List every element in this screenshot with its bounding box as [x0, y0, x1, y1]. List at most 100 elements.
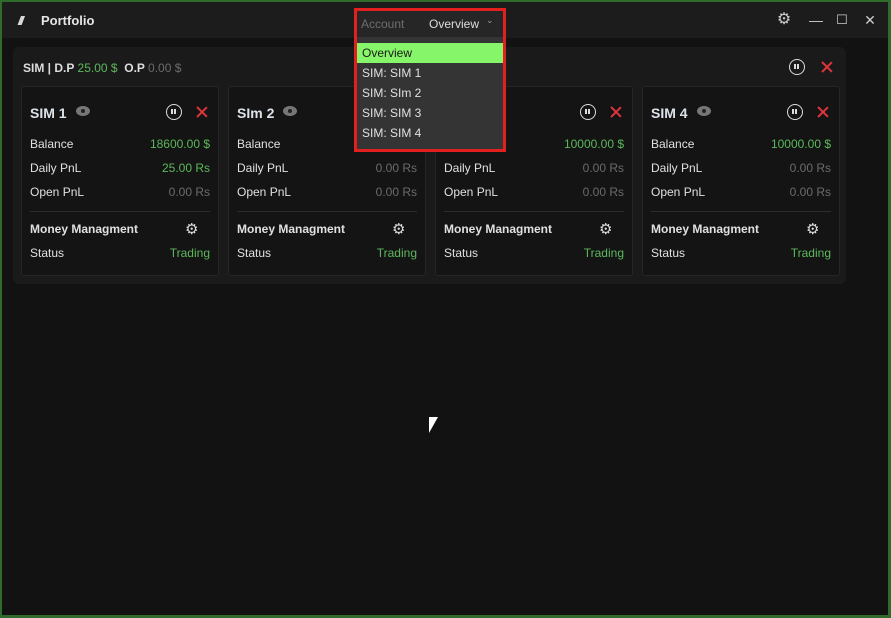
- pause-all-icon[interactable]: [789, 59, 805, 75]
- status-value: Trading: [790, 246, 831, 260]
- daily-pnl-row: Daily PnL 25.00 Rs: [30, 161, 210, 175]
- open-pnl-value: 0.00 Rs: [168, 185, 210, 199]
- status-value: Trading: [169, 246, 210, 260]
- balance-value: 18600.00 $: [149, 137, 210, 151]
- status-label: Status: [651, 246, 686, 260]
- dp-value: 25.00 $: [77, 61, 118, 75]
- gear-icon[interactable]: ⚙: [806, 221, 820, 238]
- money-management-label: Money Managment: [651, 222, 760, 236]
- eye-icon[interactable]: [76, 106, 90, 116]
- money-management-label: Money Managment: [30, 222, 139, 236]
- money-management-label: Money Managment: [237, 222, 346, 236]
- gear-icon[interactable]: ⚙: [392, 221, 406, 238]
- open-pnl-row: Open PnL 0.00 Rs: [444, 185, 624, 199]
- open-pnl-row: Open PnL 0.00 Rs: [651, 185, 831, 199]
- op-value: 0.00 $: [148, 61, 182, 75]
- close-icon[interactable]: [196, 106, 208, 118]
- card-title: SIM 1: [30, 105, 67, 121]
- daily-pnl-label: Daily PnL: [237, 161, 289, 175]
- balance-value: 10000.00 $: [770, 137, 831, 151]
- open-pnl-label: Open PnL: [30, 185, 85, 199]
- status-value: Trading: [583, 246, 624, 260]
- maximize-icon[interactable]: ☐: [836, 12, 848, 27]
- divider: [444, 211, 624, 212]
- op-label: O.P: [124, 61, 145, 75]
- divider: [651, 211, 831, 212]
- open-pnl-label: Open PnL: [651, 185, 706, 199]
- open-pnl-value: 0.00 Rs: [789, 185, 831, 199]
- daily-pnl-row: Daily PnL 0.00 Rs: [651, 161, 831, 175]
- eye-icon[interactable]: [283, 106, 297, 116]
- pause-icon[interactable]: [787, 104, 803, 120]
- balance-row: Balance 10000.00 $: [651, 137, 831, 151]
- balance-value: 10000.00 $: [563, 137, 624, 151]
- account-dropdown[interactable]: Account Overview ⌄ Overview SIM: SIM 1 SIM…: [354, 8, 506, 152]
- divider: [30, 211, 210, 212]
- eye-icon[interactable]: [697, 106, 711, 116]
- settings-gear-icon[interactable]: ⚙: [776, 11, 792, 28]
- card-title: SIM 4: [651, 105, 688, 121]
- daily-pnl-value: 0.00 Rs: [582, 161, 624, 175]
- dropdown-option[interactable]: Overview: [357, 43, 503, 63]
- gear-icon[interactable]: ⚙: [599, 221, 613, 238]
- daily-pnl-label: Daily PnL: [444, 161, 496, 175]
- balance-row: Balance: [237, 137, 417, 151]
- account-summary: SIM | D.P 25.00 $ O.P 0.00 $: [23, 61, 182, 75]
- status-row: Status Trading: [651, 246, 831, 260]
- dropdown-option[interactable]: SIM: SIM 3: [362, 106, 422, 120]
- minimize-icon[interactable]: —: [809, 12, 823, 28]
- dropdown-option[interactable]: SIM: SIM 1: [362, 66, 422, 80]
- daily-pnl-value: 25.00 Rs: [161, 161, 210, 175]
- open-pnl-row: Open PnL 0.00 Rs: [30, 185, 210, 199]
- status-label: Status: [444, 246, 479, 260]
- balance-row: 10000.00 $: [444, 137, 624, 151]
- daily-pnl-label: Daily PnL: [651, 161, 703, 175]
- balance-label: Balance: [651, 137, 695, 151]
- money-management-row: Money Managment: [651, 222, 831, 236]
- money-management-row: Money Managment: [444, 222, 624, 236]
- daily-pnl-row: Daily PnL 0.00 Rs: [237, 161, 417, 175]
- open-pnl-label: Open PnL: [237, 185, 292, 199]
- dropdown-header[interactable]: Account Overview ⌄: [357, 11, 503, 37]
- close-all-icon[interactable]: [821, 61, 833, 73]
- status-row: Status Trading: [444, 246, 624, 260]
- balance-row: Balance 18600.00 $: [30, 137, 210, 151]
- card-title: SIm 2: [237, 105, 275, 121]
- close-window-icon[interactable]: ✕: [864, 12, 876, 28]
- account-label: Account: [361, 17, 405, 31]
- app-logo: ///: [18, 14, 24, 28]
- account-name: SIM: [23, 61, 45, 75]
- account-card: SIM 1 Balance 18600.00 $ Daily PnL 25.00 R…: [21, 86, 219, 276]
- open-pnl-row: Open PnL 0.00 Rs: [237, 185, 417, 199]
- balance-label: Balance: [30, 137, 74, 151]
- dropdown-options: Overview SIM: SIM 1 SIM: SIm 2 SIM: SIM 3 SI…: [357, 43, 503, 143]
- mouse-cursor-icon: [429, 417, 438, 433]
- daily-pnl-value: 0.00 Rs: [789, 161, 831, 175]
- status-row: Status Trading: [237, 246, 417, 260]
- status-value: Trading: [376, 246, 417, 260]
- account-card: SIM 4 Balance 10000.00 $ Daily PnL 0.00 Rs…: [642, 86, 840, 276]
- money-management-row: Money Managment: [30, 222, 210, 236]
- open-pnl-value: 0.00 Rs: [375, 185, 417, 199]
- money-management-row: Money Managment: [237, 222, 417, 236]
- daily-pnl-value: 0.00 Rs: [375, 161, 417, 175]
- dropdown-option[interactable]: SIM: SIm 2: [362, 86, 422, 100]
- money-management-label: Money Managment: [444, 222, 553, 236]
- dp-label: D.P: [54, 61, 75, 75]
- dropdown-option[interactable]: SIM: SIM 4: [362, 126, 422, 140]
- gear-icon[interactable]: ⚙: [185, 221, 199, 238]
- selected-value: Overview: [429, 17, 480, 31]
- status-row: Status Trading: [30, 246, 210, 260]
- open-pnl-value: 0.00 Rs: [582, 185, 624, 199]
- close-icon[interactable]: [817, 106, 829, 118]
- balance-label: Balance: [237, 137, 281, 151]
- chevron-down-icon: ⌄: [486, 15, 494, 25]
- divider: [237, 211, 417, 212]
- pause-icon[interactable]: [166, 104, 182, 120]
- close-icon[interactable]: [610, 106, 622, 118]
- pause-icon[interactable]: [580, 104, 596, 120]
- status-label: Status: [30, 246, 65, 260]
- open-pnl-label: Open PnL: [444, 185, 499, 199]
- app-title: Portfolio: [41, 13, 95, 28]
